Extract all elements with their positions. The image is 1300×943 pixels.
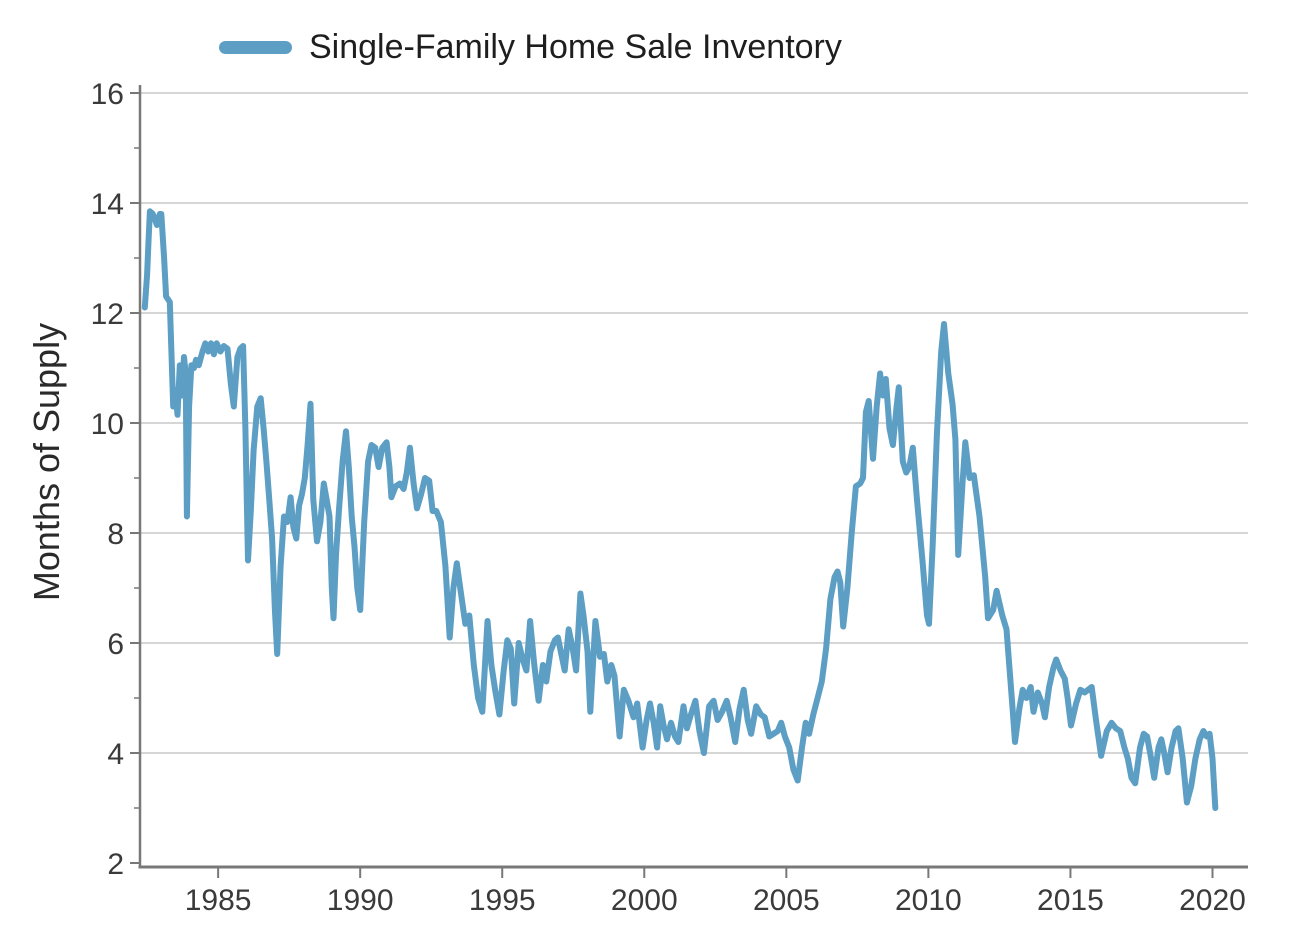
legend-line-swatch [219, 40, 292, 54]
y-tick-label: 8 [107, 518, 124, 551]
legend-label: Single-Family Home Sale Inventory [309, 28, 842, 66]
y-tick-label: 6 [107, 628, 124, 661]
y-tick-labels: 2 4 6 8 10 12 14 16 [91, 78, 124, 881]
x-tick-labels: 1985 1990 1995 2000 2005 2010 2015 2020 [185, 884, 1246, 917]
y-tick-label: 14 [91, 188, 124, 221]
x-tick-label: 2020 [1179, 884, 1246, 917]
x-tick-label: 2010 [895, 884, 962, 917]
y-tick-label: 12 [91, 298, 124, 331]
axis-ticks [130, 92, 1214, 878]
legend: Single-Family Home Sale Inventory [219, 30, 842, 64]
gridlines [140, 92, 1248, 754]
x-tick-label: 1990 [327, 884, 394, 917]
y-tick-label: 4 [107, 738, 124, 771]
x-tick-label: 1995 [469, 884, 536, 917]
y-tick-label: 16 [91, 78, 124, 111]
x-tick-label: 2015 [1037, 884, 1104, 917]
axes [138, 85, 1248, 869]
y-tick-label: 10 [91, 408, 124, 441]
series-line [141, 208, 1219, 811]
x-tick-label: 2005 [753, 884, 820, 917]
x-tick-label: 2000 [611, 884, 678, 917]
y-tick-label: 2 [107, 848, 124, 881]
x-tick-label: 1985 [185, 884, 252, 917]
y-axis-title: Months of Supply [26, 322, 67, 602]
